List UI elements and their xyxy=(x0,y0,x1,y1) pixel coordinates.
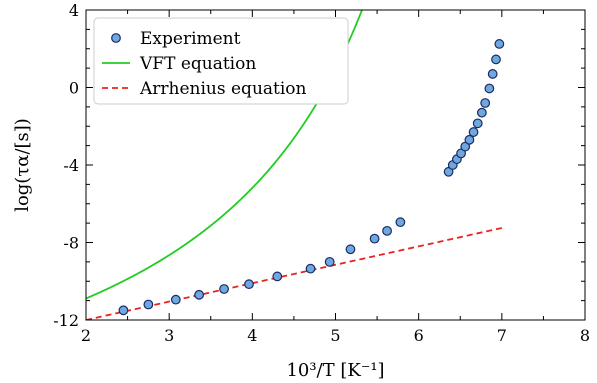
experiment-point xyxy=(494,39,505,49)
x-tick-label: 4 xyxy=(247,326,257,345)
x-tick-label: 5 xyxy=(330,326,340,345)
y-tick-label: -8 xyxy=(63,234,79,253)
legend-marker-experiment xyxy=(111,33,121,43)
experiment-point xyxy=(395,217,406,228)
experiment-point xyxy=(369,233,380,244)
experiment-point xyxy=(272,271,283,282)
experiment-point xyxy=(468,127,479,137)
experiment-point xyxy=(170,294,181,305)
experiment-point xyxy=(487,69,498,79)
legend-box xyxy=(93,17,349,105)
experiment-point xyxy=(464,134,475,145)
legend-label: VFT equation xyxy=(139,54,256,74)
y-tick-label: -4 xyxy=(63,156,79,175)
experiment-point xyxy=(118,305,129,316)
legend: Experiment VFT equation Arrhenius equation xyxy=(93,17,349,105)
x-tick-label: 8 xyxy=(580,326,590,345)
x-tick-label: 3 xyxy=(164,326,174,345)
y-axis-label: log(τα/[s]) xyxy=(12,118,33,212)
vft-curve xyxy=(86,10,363,300)
y-tick-label: -12 xyxy=(53,311,79,330)
experiment-point xyxy=(382,225,392,236)
experiment-point xyxy=(219,284,229,294)
experiment-point xyxy=(244,279,254,290)
y-tick-label: 0 xyxy=(69,79,79,98)
experiment-point xyxy=(484,83,495,94)
experiment-point xyxy=(143,299,154,310)
experiment-point xyxy=(491,54,501,65)
experiment-point xyxy=(324,256,335,267)
series-layer xyxy=(86,10,505,320)
experiment-point xyxy=(345,244,356,255)
arrhenius-line xyxy=(86,227,503,320)
experiment-point xyxy=(472,118,483,129)
experiment-point xyxy=(480,98,491,108)
legend-label: Experiment xyxy=(140,29,241,49)
x-tick-label: 7 xyxy=(497,326,507,345)
x-tick-label: 6 xyxy=(414,326,424,345)
ticks-layer: 2 3 4 5 6 7 8 -12 -8 -4 0 4 xyxy=(53,1,590,345)
experiment-point xyxy=(194,289,205,300)
x-axis-label: 10³/T [K⁻¹] xyxy=(286,360,384,381)
x-tick-label: 2 xyxy=(81,326,91,345)
legend-label: Arrhenius equation xyxy=(139,79,307,99)
experiment-point xyxy=(476,107,487,118)
y-tick-label: 4 xyxy=(69,1,79,20)
experiment-point xyxy=(305,263,316,274)
